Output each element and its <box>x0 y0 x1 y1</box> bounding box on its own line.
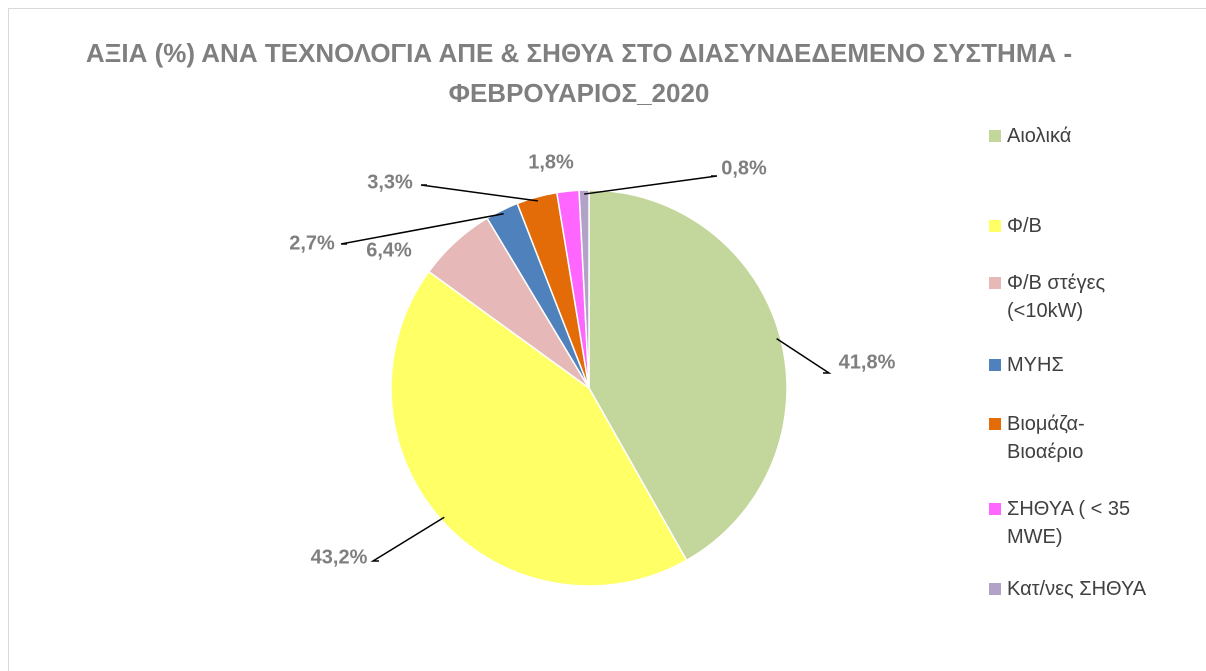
legend-label: Αιολικά <box>1007 125 1072 147</box>
legend-item: Φ/Β στέγες (<10kW) <box>989 269 1159 325</box>
data-label: 3,3% <box>367 171 413 193</box>
chart-frame: 41,8% 43,2% 6,4% 2,7% 3,3% 1,8% 0,8% ΑΞΙΑ (%) … <box>8 8 1206 671</box>
legend-item: ΜΥΗΣ <box>989 351 1159 379</box>
legend-swatch <box>989 503 1001 515</box>
legend-swatch <box>989 583 1001 595</box>
legend-item: ΣΗΘΥΑ ( < 35 MWE) <box>989 495 1159 551</box>
leader-line <box>340 213 504 245</box>
legend-item: Κατ/νες ΣΗΘΥΑ <box>989 575 1159 603</box>
legend-swatch <box>989 418 1001 430</box>
pie-slice <box>578 189 590 389</box>
legend-item: Βιομάζα-Βιοαέριο <box>989 410 1159 466</box>
legend-label: Φ/Β στέγες (<10kW) <box>1007 272 1106 322</box>
data-label: 0,8% <box>721 157 767 179</box>
leader-line <box>420 184 538 202</box>
legend-label: ΣΗΘΥΑ ( < 35 MWE) <box>1007 498 1131 548</box>
legend-item: Φ/Β <box>989 212 1159 240</box>
legend-swatch <box>989 220 1001 232</box>
data-label: 6,4% <box>366 239 412 261</box>
data-label: 2,7% <box>289 232 335 254</box>
pie-slice <box>588 189 788 562</box>
legend-item: Αιολικά <box>989 122 1159 150</box>
data-label: 41,8% <box>839 351 896 373</box>
chart-title: ΑΞΙΑ (%) ΑΝΑ ΤΕΧΝΟΛΟΓΙΑ ΑΠΕ & ΣΗΘΥΑ ΣΤΟ … <box>85 38 1073 108</box>
legend-swatch <box>989 277 1001 289</box>
leader-line <box>584 175 718 195</box>
legend-label: ΜΥΗΣ <box>1007 354 1064 376</box>
leader-line <box>370 516 445 562</box>
legend-swatch <box>989 130 1001 142</box>
leader-line <box>776 337 832 374</box>
legend-label: Κατ/νες ΣΗΘΥΑ <box>1007 578 1147 600</box>
chart: 41,8% 43,2% 6,4% 2,7% 3,3% 1,8% 0,8% <box>289 151 896 587</box>
legend-label: Βιομάζα-Βιοαέριο <box>1007 413 1085 463</box>
legend-label: Φ/Β <box>1007 215 1042 237</box>
data-label: 43,2% <box>311 546 368 568</box>
data-label: 1,8% <box>528 151 574 173</box>
legend-swatch <box>989 359 1001 371</box>
